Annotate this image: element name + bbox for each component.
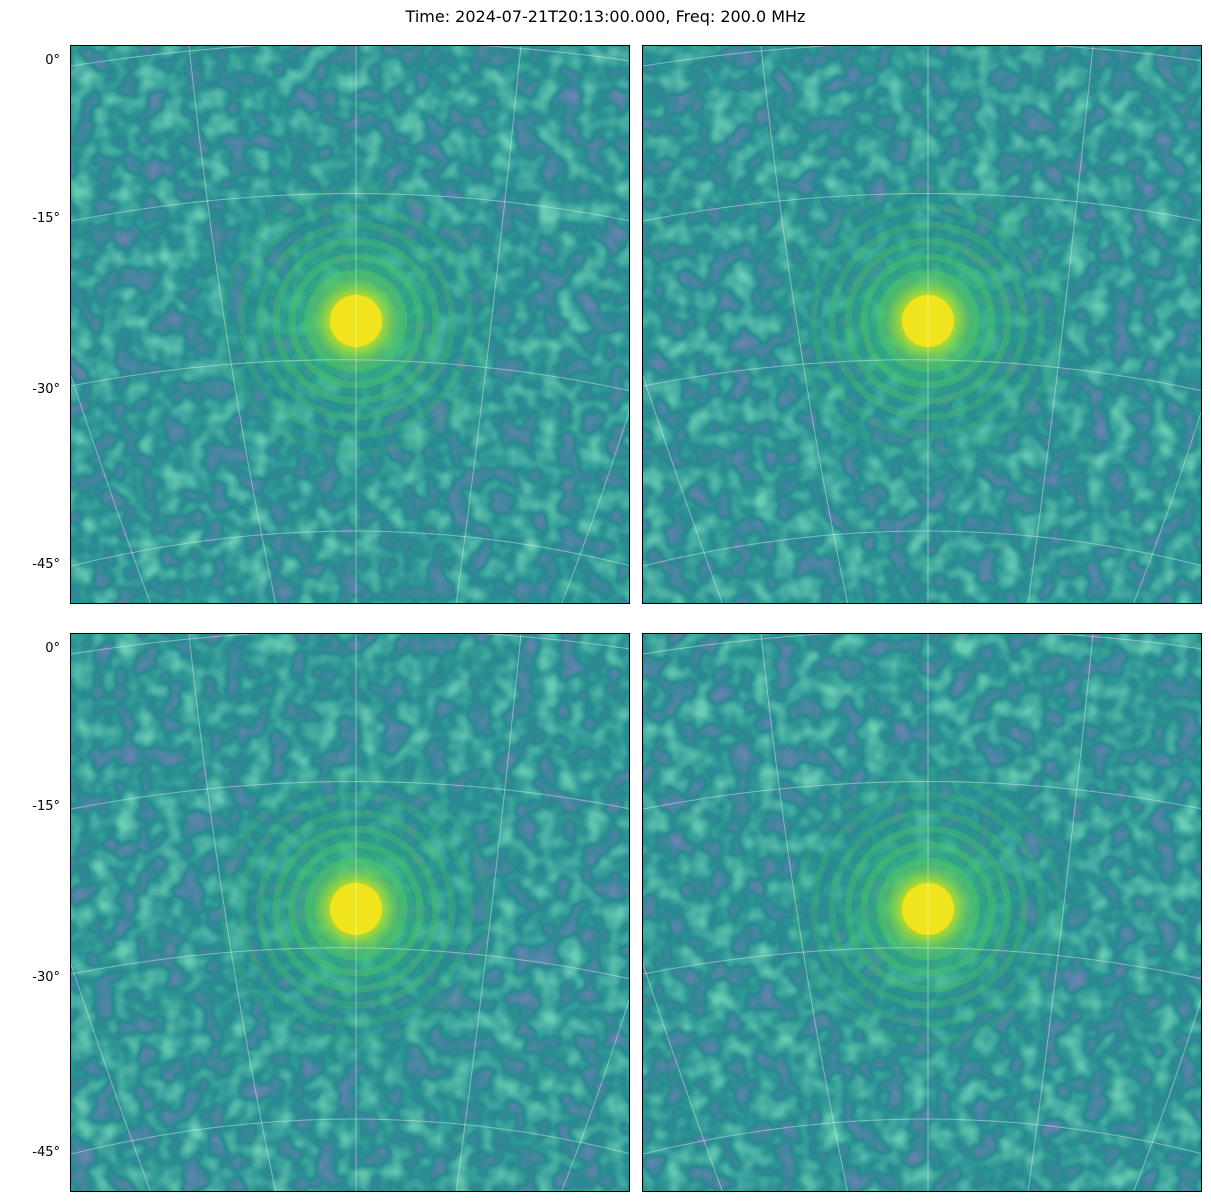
y-tick-label: -45° [32,557,60,572]
sky-image [642,45,1202,604]
y-tick-label: -15° [32,211,60,226]
y-tick-label: -30° [32,382,60,397]
sky-render [643,634,1201,1191]
y-tick-label: 0° [45,641,60,656]
sky-render [643,46,1201,603]
sky-image [70,45,630,604]
y-tick-label: -15° [32,799,60,814]
figure-title: Time: 2024-07-21T20:13:00.000, Freq: 200… [405,7,806,26]
y-tick-label: -30° [32,970,60,985]
sky-image [70,633,630,1192]
y-tick-label: -45° [32,1145,60,1160]
sky-render [71,634,629,1191]
sky-render [71,46,629,603]
y-tick-label: 0° [45,53,60,68]
sky-image [642,633,1202,1192]
